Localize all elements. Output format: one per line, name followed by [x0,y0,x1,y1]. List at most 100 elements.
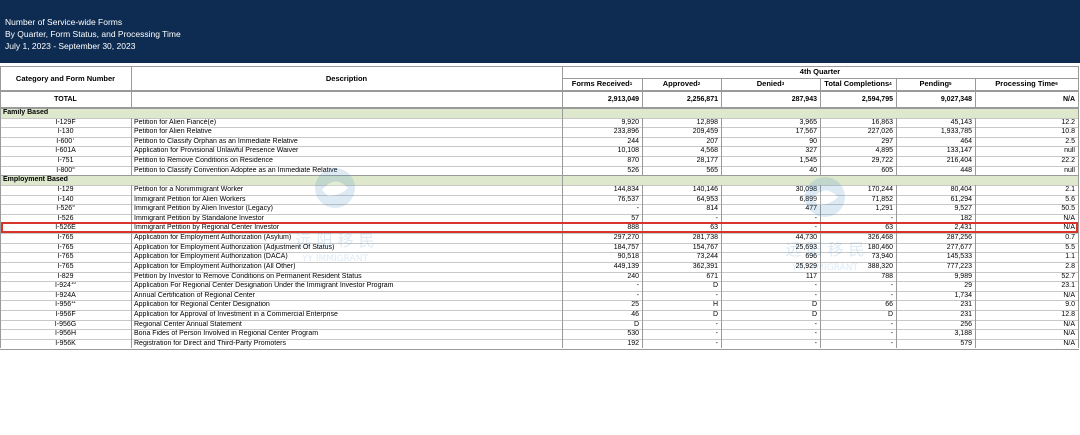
grid-line [562,261,563,272]
column-header-metric: Denied 3 [756,79,785,88]
form-metric-value: 3,188 [954,330,972,338]
grid-line [642,194,643,205]
grid-line [896,194,897,205]
grid-line [721,117,722,128]
column-header-metric: Processing Time 6 [995,79,1058,88]
grid-line [0,204,1079,206]
grid-line [0,348,1079,350]
grid-line [131,165,132,176]
form-metric-value: 90,518 [617,253,639,261]
form-metric-value: - [814,330,817,338]
grid-line [1078,319,1079,330]
form-metric-value: 388,320 [867,262,893,270]
form-number: I-95611 [0,300,131,310]
grid-line [642,233,643,243]
grid-line [562,165,563,176]
grid-line [721,78,722,107]
grid-line [975,233,976,243]
form-number: I-956H [0,329,131,339]
grid-line [0,261,1079,263]
grid-line [0,233,1,243]
form-number-text: I-130 [57,128,74,136]
column-header-category: Category and Form Number [15,73,116,83]
form-description: Immigrant Petition by Alien Investor (Le… [134,205,273,213]
form-number-text: I-800 [56,166,73,174]
form-metric-value: 788 [881,272,893,280]
grid-line [721,136,722,147]
form-metric-value: 9,527 [954,205,972,213]
grid-line [0,108,1,118]
form-metric-value: 227,026 [867,128,893,136]
form-number-text: I-956 [55,301,72,309]
grid-line [820,233,821,243]
grid-line [131,233,132,243]
form-metric-value: 2.8 [1065,262,1075,270]
grid-line [562,290,563,301]
form-metric-value: 297 [881,137,893,145]
grid-line [0,310,1079,312]
form-metric-value: 4,568 [700,147,718,155]
grid-line [975,156,976,166]
form-metric-value: - [890,282,893,290]
grid-line [975,281,976,291]
grid-line [820,127,821,137]
form-metric-value: N/A [1063,291,1075,299]
form-number: I-5269 [0,204,131,214]
form-number-footnote: 7 [72,136,75,141]
form-metric-value: 45,143 [950,118,972,126]
grid-line [131,117,132,128]
grid-line [0,194,1,205]
form-metric-value: - [814,224,817,232]
grid-line [896,127,897,137]
form-metric-value: 1,291 [875,205,893,213]
grid-line [1078,242,1079,253]
form-description: Annual Certification of Regional Center [134,291,256,299]
grid-line [721,290,722,301]
grid-line [820,156,821,166]
form-metric-value: 73,244 [696,253,718,261]
grid-line [721,310,722,320]
grid-line [642,213,643,224]
form-metric-value: 76,537 [617,195,639,203]
grid-line [0,329,1079,331]
grid-line [820,117,821,128]
grid-line [975,242,976,253]
grid-line [896,310,897,320]
form-metric-value: D [887,311,893,319]
form-number-text: I-129 [57,185,74,193]
grid-line [721,223,722,234]
grid-line [1078,329,1079,339]
form-metric-value: 64,953 [696,195,718,203]
grid-line [0,184,1,195]
form-metric-value: - [715,320,718,328]
grid-line [0,204,1,214]
grid-line [562,223,563,234]
grid-line [721,281,722,291]
grid-line [562,175,563,185]
grid-line [0,271,1079,273]
grid-line [820,204,821,214]
form-number-text: I-765 [57,253,74,261]
form-number-footnote: 11 [71,300,76,305]
form-metric-value: 671 [706,272,718,280]
grid-line [562,204,563,214]
grid-line [896,213,897,224]
form-metric-value: 477 [805,205,817,213]
form-metric-value: 40 [809,166,817,174]
form-number-text: I-751 [57,157,74,165]
form-number: I-6007 [0,137,131,147]
form-metric-value: 696 [805,253,817,261]
form-metric-value: 28,177 [696,157,718,165]
grid-line [975,319,976,330]
form-metric-value: N/A [1063,224,1075,232]
form-metric-value: - [715,214,718,222]
grid-line [896,165,897,176]
form-number-footnote: 9 [72,204,75,209]
grid-line [820,78,821,107]
form-number-text: I-765 [57,243,74,251]
form-metric-value: 12.8 [1061,311,1075,319]
form-metric-value: 170,244 [867,185,893,193]
grid-line [642,165,643,176]
grid-line [820,329,821,339]
grid-line [642,136,643,147]
